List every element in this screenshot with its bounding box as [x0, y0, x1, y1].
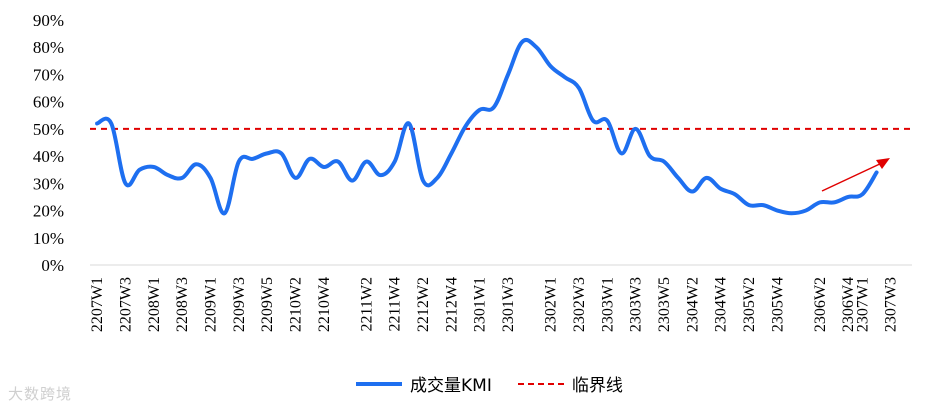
y-tick-label: 0% — [41, 256, 64, 275]
x-tick-label: 2301W1 — [472, 277, 489, 332]
x-tick-label: 2207W3 — [117, 277, 134, 332]
legend-item-kmi: 成交量KMI — [356, 371, 492, 396]
x-tick-label: 2210W2 — [288, 277, 305, 332]
x-tick-label: 2303W1 — [599, 277, 616, 332]
y-tick-label: 50% — [33, 120, 64, 139]
x-tick-label: 2307W1 — [854, 277, 871, 332]
x-tick-label: 2302W3 — [571, 277, 588, 332]
x-tick-label: 2207W1 — [89, 277, 106, 332]
legend-swatch-kmi — [356, 381, 402, 386]
x-tick-label: 2304W4 — [713, 277, 730, 332]
legend-item-threshold: 临界线 — [517, 371, 623, 396]
x-tick-label: 2305W4 — [769, 277, 786, 332]
y-tick-label: 80% — [33, 38, 64, 57]
kmi-line-chart: 0%10%20%30%40%50%60%70%80%90% 2207W1 2207… — [33, 11, 912, 332]
x-tick-label: 2305W2 — [741, 277, 758, 332]
x-tick-label: 2302W1 — [543, 277, 560, 332]
trend-arrow — [821, 158, 890, 192]
y-tick-label: 60% — [33, 93, 64, 112]
y-tick-label: 20% — [33, 202, 64, 221]
x-tick-label: 2208W1 — [146, 277, 163, 332]
y-tick-label: 70% — [33, 65, 64, 84]
x-tick-label: 2209W1 — [202, 277, 219, 332]
watermark-logo: 大数跨境 — [8, 383, 72, 404]
y-tick-label: 10% — [33, 229, 64, 248]
x-tick-label: 2303W5 — [656, 277, 673, 332]
x-tick-label: 2212W4 — [443, 277, 460, 332]
y-tick-label: 40% — [33, 147, 64, 166]
x-tick-label: 2211W2 — [358, 277, 375, 332]
x-tick-label: 2301W3 — [500, 277, 517, 332]
x-axis-ticks: 2207W1 2207W3 2208W1 2208W3 2209W1 2209W3 2209… — [89, 277, 900, 332]
legend-label-kmi: 成交量KMI — [410, 376, 492, 396]
x-tick-label: 2306W4 — [840, 277, 857, 332]
legend-swatch-threshold — [517, 382, 564, 385]
x-tick-label: 2307W3 — [883, 277, 900, 332]
y-tick-label: 90% — [33, 11, 64, 30]
legend-label-threshold: 临界线 — [571, 376, 623, 396]
x-tick-label: 2208W3 — [174, 277, 191, 332]
x-tick-label: 2209W5 — [259, 277, 276, 332]
x-tick-label: 2303W3 — [628, 277, 645, 332]
y-axis-ticks: 0% 10% 20% 30% 40% 50% 60% 70% 80% 90% — [33, 11, 64, 275]
x-tick-label: 2209W3 — [231, 277, 248, 332]
x-tick-label: 2212W2 — [415, 277, 432, 332]
x-tick-label: 2210W4 — [316, 277, 333, 332]
x-tick-label: 2306W2 — [812, 277, 829, 332]
watermark-text: 大数跨境 — [8, 385, 73, 403]
chart-legend: 成交量KMI 临界线 — [356, 371, 649, 396]
x-tick-label: 2304W2 — [684, 277, 701, 332]
y-tick-label: 30% — [33, 174, 64, 193]
x-tick-label: 2211W4 — [387, 277, 404, 332]
kmi-series-line — [95, 37, 879, 216]
